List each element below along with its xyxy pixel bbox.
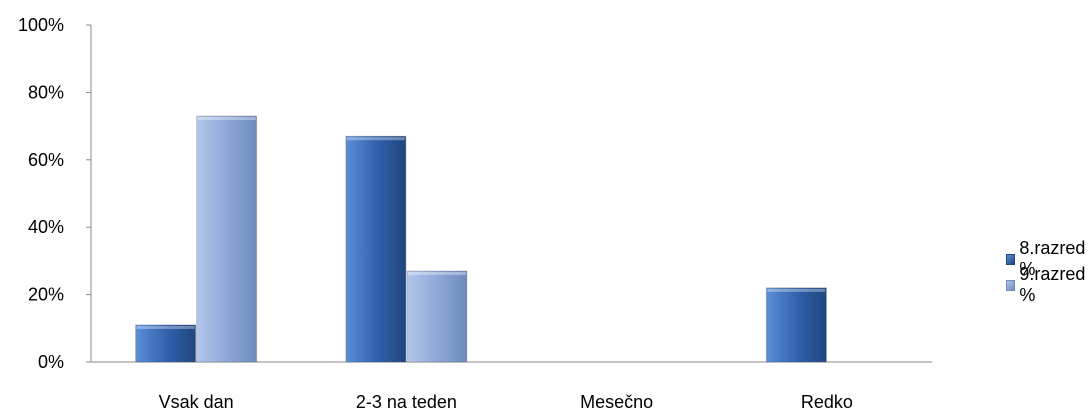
bar-9-razred (406, 270, 468, 363)
y-tick-label: 100% (18, 15, 64, 35)
bar-highlight (407, 272, 466, 276)
y-tick-label: 0% (38, 352, 64, 372)
legend-label-9-razred: 9.razred % (1019, 264, 1086, 305)
y-tick-label: 40% (28, 217, 64, 237)
y-tick-label: 60% (28, 150, 64, 170)
bar-highlight (767, 288, 826, 292)
legend-swatch-9-razred (1006, 279, 1016, 291)
bar-highlight (136, 325, 195, 329)
bar-8-razred (135, 324, 197, 363)
x-tick-label: Vsak dan (159, 392, 234, 408)
bar-9-razred (196, 115, 258, 363)
x-tick-label: Redko (801, 392, 853, 408)
x-tick-label: Mesečno (580, 392, 653, 408)
legend-item-9-razred: 9.razred % (1006, 264, 1091, 305)
bar-highlight (346, 137, 405, 141)
y-tick-label: 20% (28, 285, 64, 305)
legend-swatch-8-razred (1006, 253, 1016, 265)
legend-item-8-razred: 8.razred % (1006, 238, 1091, 279)
legend: 8.razred % 9.razred % (1006, 238, 1091, 305)
legend-label-8-razred: 8.razred % (1019, 238, 1086, 279)
bar-8-razred (345, 135, 407, 363)
x-tick-label: 2-3 na teden (356, 392, 457, 408)
bar-8-razred (765, 287, 827, 363)
y-tick-label: 80% (28, 82, 64, 102)
bar-highlight (197, 116, 256, 120)
